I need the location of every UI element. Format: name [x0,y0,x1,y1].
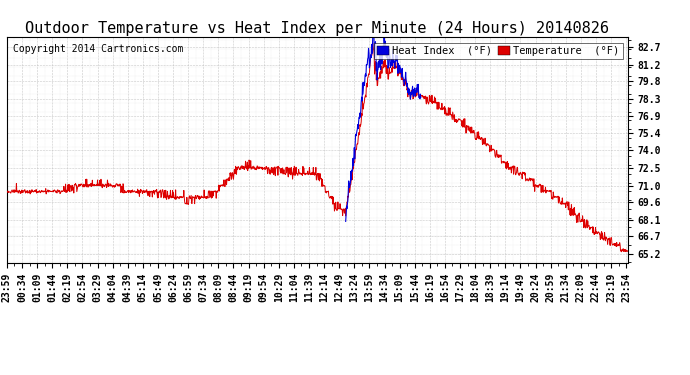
Legend: Heat Index  (°F), Temperature  (°F): Heat Index (°F), Temperature (°F) [374,43,622,59]
Title: Outdoor Temperature vs Heat Index per Minute (24 Hours) 20140826: Outdoor Temperature vs Heat Index per Mi… [26,21,609,36]
Text: Copyright 2014 Cartronics.com: Copyright 2014 Cartronics.com [13,44,184,54]
